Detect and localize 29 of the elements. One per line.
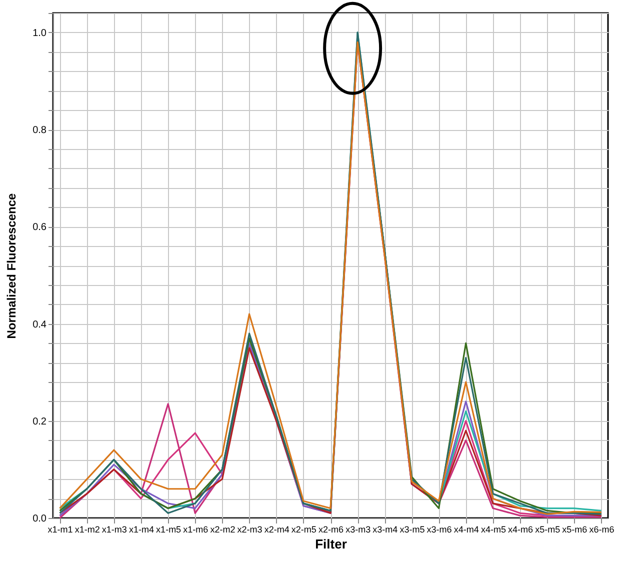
x-tick-label: x5-m6	[562, 524, 588, 534]
x-tick-label: x1-m5	[156, 524, 182, 534]
x-tick-label: x1-m4	[128, 524, 154, 534]
x-tick-label: x2-m4	[264, 524, 290, 534]
x-tick-label: x1-m2	[74, 524, 100, 534]
x-tick-label: x3-m3	[346, 524, 371, 534]
x-tick-label: x5-m5	[535, 524, 560, 534]
y-tick-label: 0.2	[32, 416, 47, 428]
x-axis-title: Filter	[315, 536, 347, 552]
y-tick-label: 0.8	[32, 125, 47, 136]
y-tick-label: 0.4	[32, 319, 47, 330]
x-tick-label: x2-m2	[210, 524, 236, 534]
y-tick-label: 1.0	[32, 28, 47, 39]
y-axis-title: Normalized Fluorescence	[4, 192, 19, 339]
x-tick-label: x6-m6	[589, 524, 614, 534]
x-tick-label: x2-m3	[237, 524, 262, 534]
x-tick-label: x1-m6	[183, 524, 208, 534]
x-tick-label: x1-m1	[48, 524, 73, 534]
x-tick-label: x2-m6	[318, 524, 344, 534]
x-tick-label: x4-m4	[454, 524, 479, 534]
x-tick-label: x4-m6	[508, 524, 534, 534]
x-tick-label: x3-m6	[426, 524, 452, 534]
x-tick-label: x3-m4	[372, 524, 398, 534]
y-tick-label: 0.6	[32, 222, 47, 234]
x-tick-label: x3-m5	[400, 524, 425, 534]
x-tick-label: x4-m5	[480, 524, 506, 534]
x-tick-label: x2-m5	[291, 524, 316, 534]
x-tick-label: x1-m3	[102, 524, 127, 534]
y-tick-label: 0.0	[32, 514, 47, 524]
